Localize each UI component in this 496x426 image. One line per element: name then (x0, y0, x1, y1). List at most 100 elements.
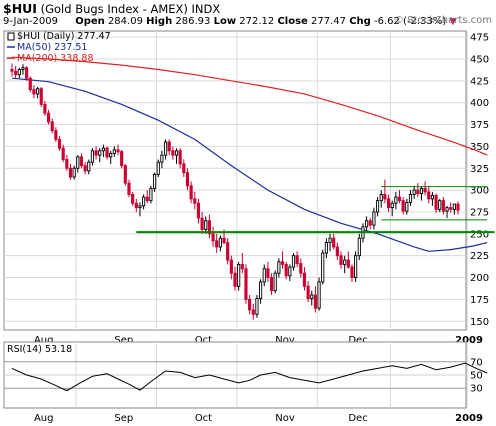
low-value: 272.12 (239, 16, 275, 27)
candle-body (156, 161, 160, 175)
candle-body (226, 242, 230, 261)
candle-body (142, 196, 146, 207)
y-tick-label: 275 (470, 207, 489, 218)
candle-body (434, 194, 438, 210)
candle-body (200, 217, 204, 230)
candle-body (174, 150, 179, 156)
candle (408, 190, 413, 206)
x-tick-label: Oct (195, 335, 212, 346)
candle-body (65, 159, 69, 169)
candle-body (25, 67, 29, 79)
y-tick-label: 425 (470, 76, 489, 87)
candle-body (215, 240, 219, 248)
candle (25, 65, 29, 81)
candle-body (145, 196, 149, 202)
candle-body (456, 203, 460, 211)
candle-body (98, 150, 102, 156)
candle-body (269, 277, 274, 292)
candle (423, 181, 427, 196)
candle (390, 200, 394, 217)
candle (288, 264, 292, 282)
candle (101, 144, 105, 157)
candle (46, 109, 51, 125)
candle-body (43, 103, 47, 114)
candle (17, 67, 21, 79)
candle (291, 253, 296, 271)
rsi-x-tick-label: 2009 (455, 413, 483, 424)
candle-body (105, 147, 109, 158)
candle (207, 214, 211, 239)
x-tick-label: Nov (275, 335, 295, 346)
candle (357, 233, 361, 261)
candle (430, 191, 434, 206)
candle (98, 148, 102, 163)
candle (127, 179, 131, 198)
candle-body (449, 207, 453, 210)
candle-body (112, 149, 116, 154)
candle (178, 148, 182, 169)
candle (324, 238, 328, 259)
candle-body (152, 173, 157, 189)
candle (277, 258, 281, 278)
candle (211, 226, 215, 247)
candle (419, 186, 424, 201)
candle-body (405, 201, 409, 212)
candle-body (79, 156, 84, 167)
candle (123, 163, 127, 186)
close-value: 277.47 (311, 16, 346, 27)
candle (174, 148, 179, 164)
candle-body (313, 294, 318, 309)
candle (185, 168, 190, 191)
index-name: (Gold Bugs Index - AMEX) (40, 2, 188, 16)
candle (94, 146, 98, 160)
candle (39, 86, 43, 108)
candle-body (163, 141, 168, 156)
candle-body (423, 187, 427, 193)
candle-body (328, 237, 332, 244)
candle (427, 185, 431, 204)
candle-body (343, 259, 347, 265)
candle-body (127, 182, 131, 195)
candle (434, 193, 438, 213)
candle (386, 194, 391, 212)
candle-body (255, 298, 259, 315)
candle-body (346, 259, 350, 268)
candle-body (427, 191, 431, 200)
y-tick-label: 350 (470, 142, 489, 153)
x-tick-label: Dec (348, 335, 367, 346)
candle-body (10, 69, 14, 72)
candle (226, 238, 230, 265)
candle (116, 144, 120, 156)
candle (365, 216, 369, 233)
candle (302, 267, 307, 291)
candle-body (401, 200, 405, 212)
candle-body (441, 200, 445, 212)
candle-body (21, 67, 25, 70)
y-tick-label: 325 (470, 164, 489, 175)
candle-body (438, 200, 442, 210)
candle (193, 191, 197, 210)
candle (57, 135, 62, 151)
candle (269, 273, 274, 296)
rsi-legend: RSI(14) 53.18 (7, 344, 72, 355)
candle (152, 172, 157, 192)
candle-body (302, 272, 307, 287)
candle (372, 207, 376, 230)
candle (171, 146, 175, 160)
rsi-x-tick-label: Oct (195, 413, 212, 424)
x-tick-label: Sep (114, 335, 133, 346)
y-tick-label: 200 (470, 273, 489, 284)
y-tick-label: 475 (470, 33, 489, 44)
y-tick-label: 300 (470, 186, 489, 197)
candle-body (207, 220, 211, 235)
candle (79, 153, 84, 169)
candle (251, 303, 255, 320)
candle (339, 251, 343, 269)
rsi-tick-label: 50 (470, 371, 483, 382)
candle (438, 198, 442, 212)
candle-body (14, 70, 18, 76)
legend-ma200: MA(200) 338.88 (17, 53, 94, 64)
candle (295, 251, 299, 268)
candle (156, 159, 160, 178)
